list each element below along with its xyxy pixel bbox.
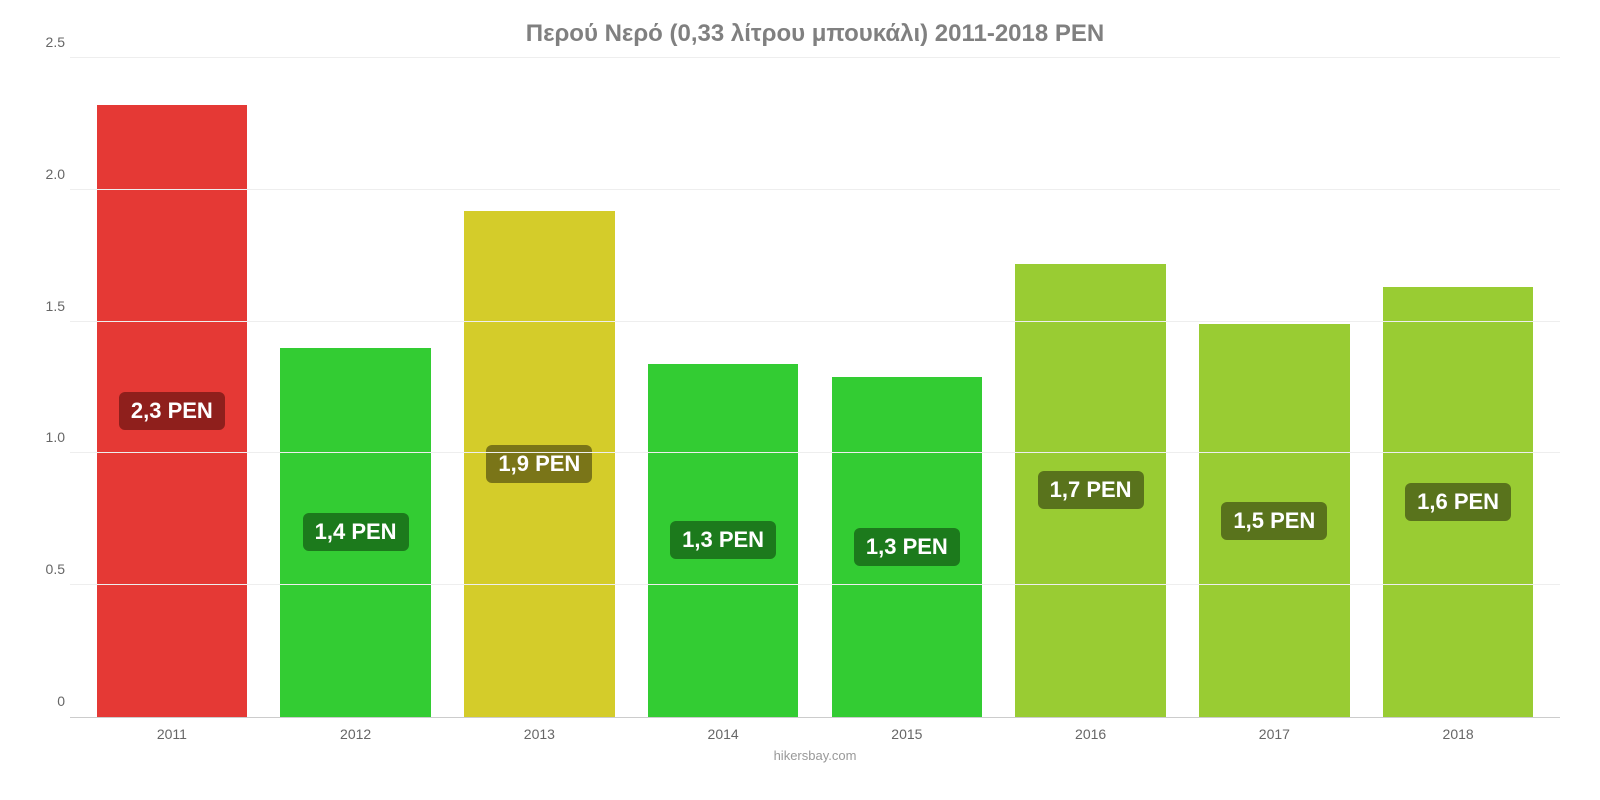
bar: 1,6 PEN xyxy=(1383,287,1534,717)
bar-slot: 1,3 PEN xyxy=(631,58,815,717)
y-tick: 0 xyxy=(25,693,65,709)
bar: 2,3 PEN xyxy=(97,105,248,717)
y-gridline xyxy=(70,452,1560,453)
bar: 1,3 PEN xyxy=(648,364,799,717)
bar-value-label: 1,3 PEN xyxy=(670,521,776,559)
bar-slot: 2,3 PEN xyxy=(80,58,264,717)
bar: 1,3 PEN xyxy=(832,377,983,717)
y-tick: 2.0 xyxy=(25,166,65,182)
bar-value-label: 1,6 PEN xyxy=(1405,483,1511,521)
y-gridline xyxy=(70,189,1560,190)
y-tick: 1.0 xyxy=(25,429,65,445)
bar: 1,9 PEN xyxy=(464,211,615,717)
bar-slot: 1,4 PEN xyxy=(264,58,448,717)
bar-value-label: 1,7 PEN xyxy=(1038,471,1144,509)
bars-row: 2,3 PEN 1,4 PEN 1,9 PEN 1,3 PEN 1,3 PEN 1,7 P… xyxy=(70,58,1560,717)
x-tick-label: 2015 xyxy=(815,726,999,742)
x-tick-label: 2014 xyxy=(631,726,815,742)
bar-value-label: 1,3 PEN xyxy=(854,528,960,566)
y-gridline xyxy=(70,584,1560,585)
x-tick-label: 2017 xyxy=(1183,726,1367,742)
plot-area: 2,3 PEN 1,4 PEN 1,9 PEN 1,3 PEN 1,3 PEN 1,7 P… xyxy=(70,58,1560,718)
bar: 1,7 PEN xyxy=(1015,264,1166,717)
y-tick: 0.5 xyxy=(25,561,65,577)
x-tick-label: 2016 xyxy=(999,726,1183,742)
bar-value-label: 1,5 PEN xyxy=(1221,502,1327,540)
x-tick-label: 2018 xyxy=(1366,726,1550,742)
bar-slot: 1,7 PEN xyxy=(999,58,1183,717)
chart-container: Περού Νερό (0,33 λίτρου μπουκάλι) 2011-2… xyxy=(0,0,1600,800)
x-tick-label: 2012 xyxy=(264,726,448,742)
y-gridline xyxy=(70,321,1560,322)
y-gridline xyxy=(70,57,1560,58)
bar: 1,5 PEN xyxy=(1199,324,1350,717)
bar-slot: 1,3 PEN xyxy=(815,58,999,717)
x-axis-labels: 20112012201320142015201620172018 xyxy=(70,718,1560,742)
bar-slot: 1,5 PEN xyxy=(1183,58,1367,717)
bar: 1,4 PEN xyxy=(280,348,431,717)
source-label: hikersbay.com xyxy=(70,748,1560,763)
x-tick-label: 2013 xyxy=(448,726,632,742)
y-tick: 2.5 xyxy=(25,34,65,50)
bar-slot: 1,6 PEN xyxy=(1366,58,1550,717)
bar-value-label: 1,4 PEN xyxy=(303,513,409,551)
chart-title: Περού Νερό (0,33 λίτρου μπουκάλι) 2011-2… xyxy=(70,20,1560,48)
bar-value-label: 2,3 PEN xyxy=(119,392,225,430)
bar-slot: 1,9 PEN xyxy=(448,58,632,717)
y-tick: 1.5 xyxy=(25,298,65,314)
bar-value-label: 1,9 PEN xyxy=(486,445,592,483)
x-tick-label: 2011 xyxy=(80,726,264,742)
